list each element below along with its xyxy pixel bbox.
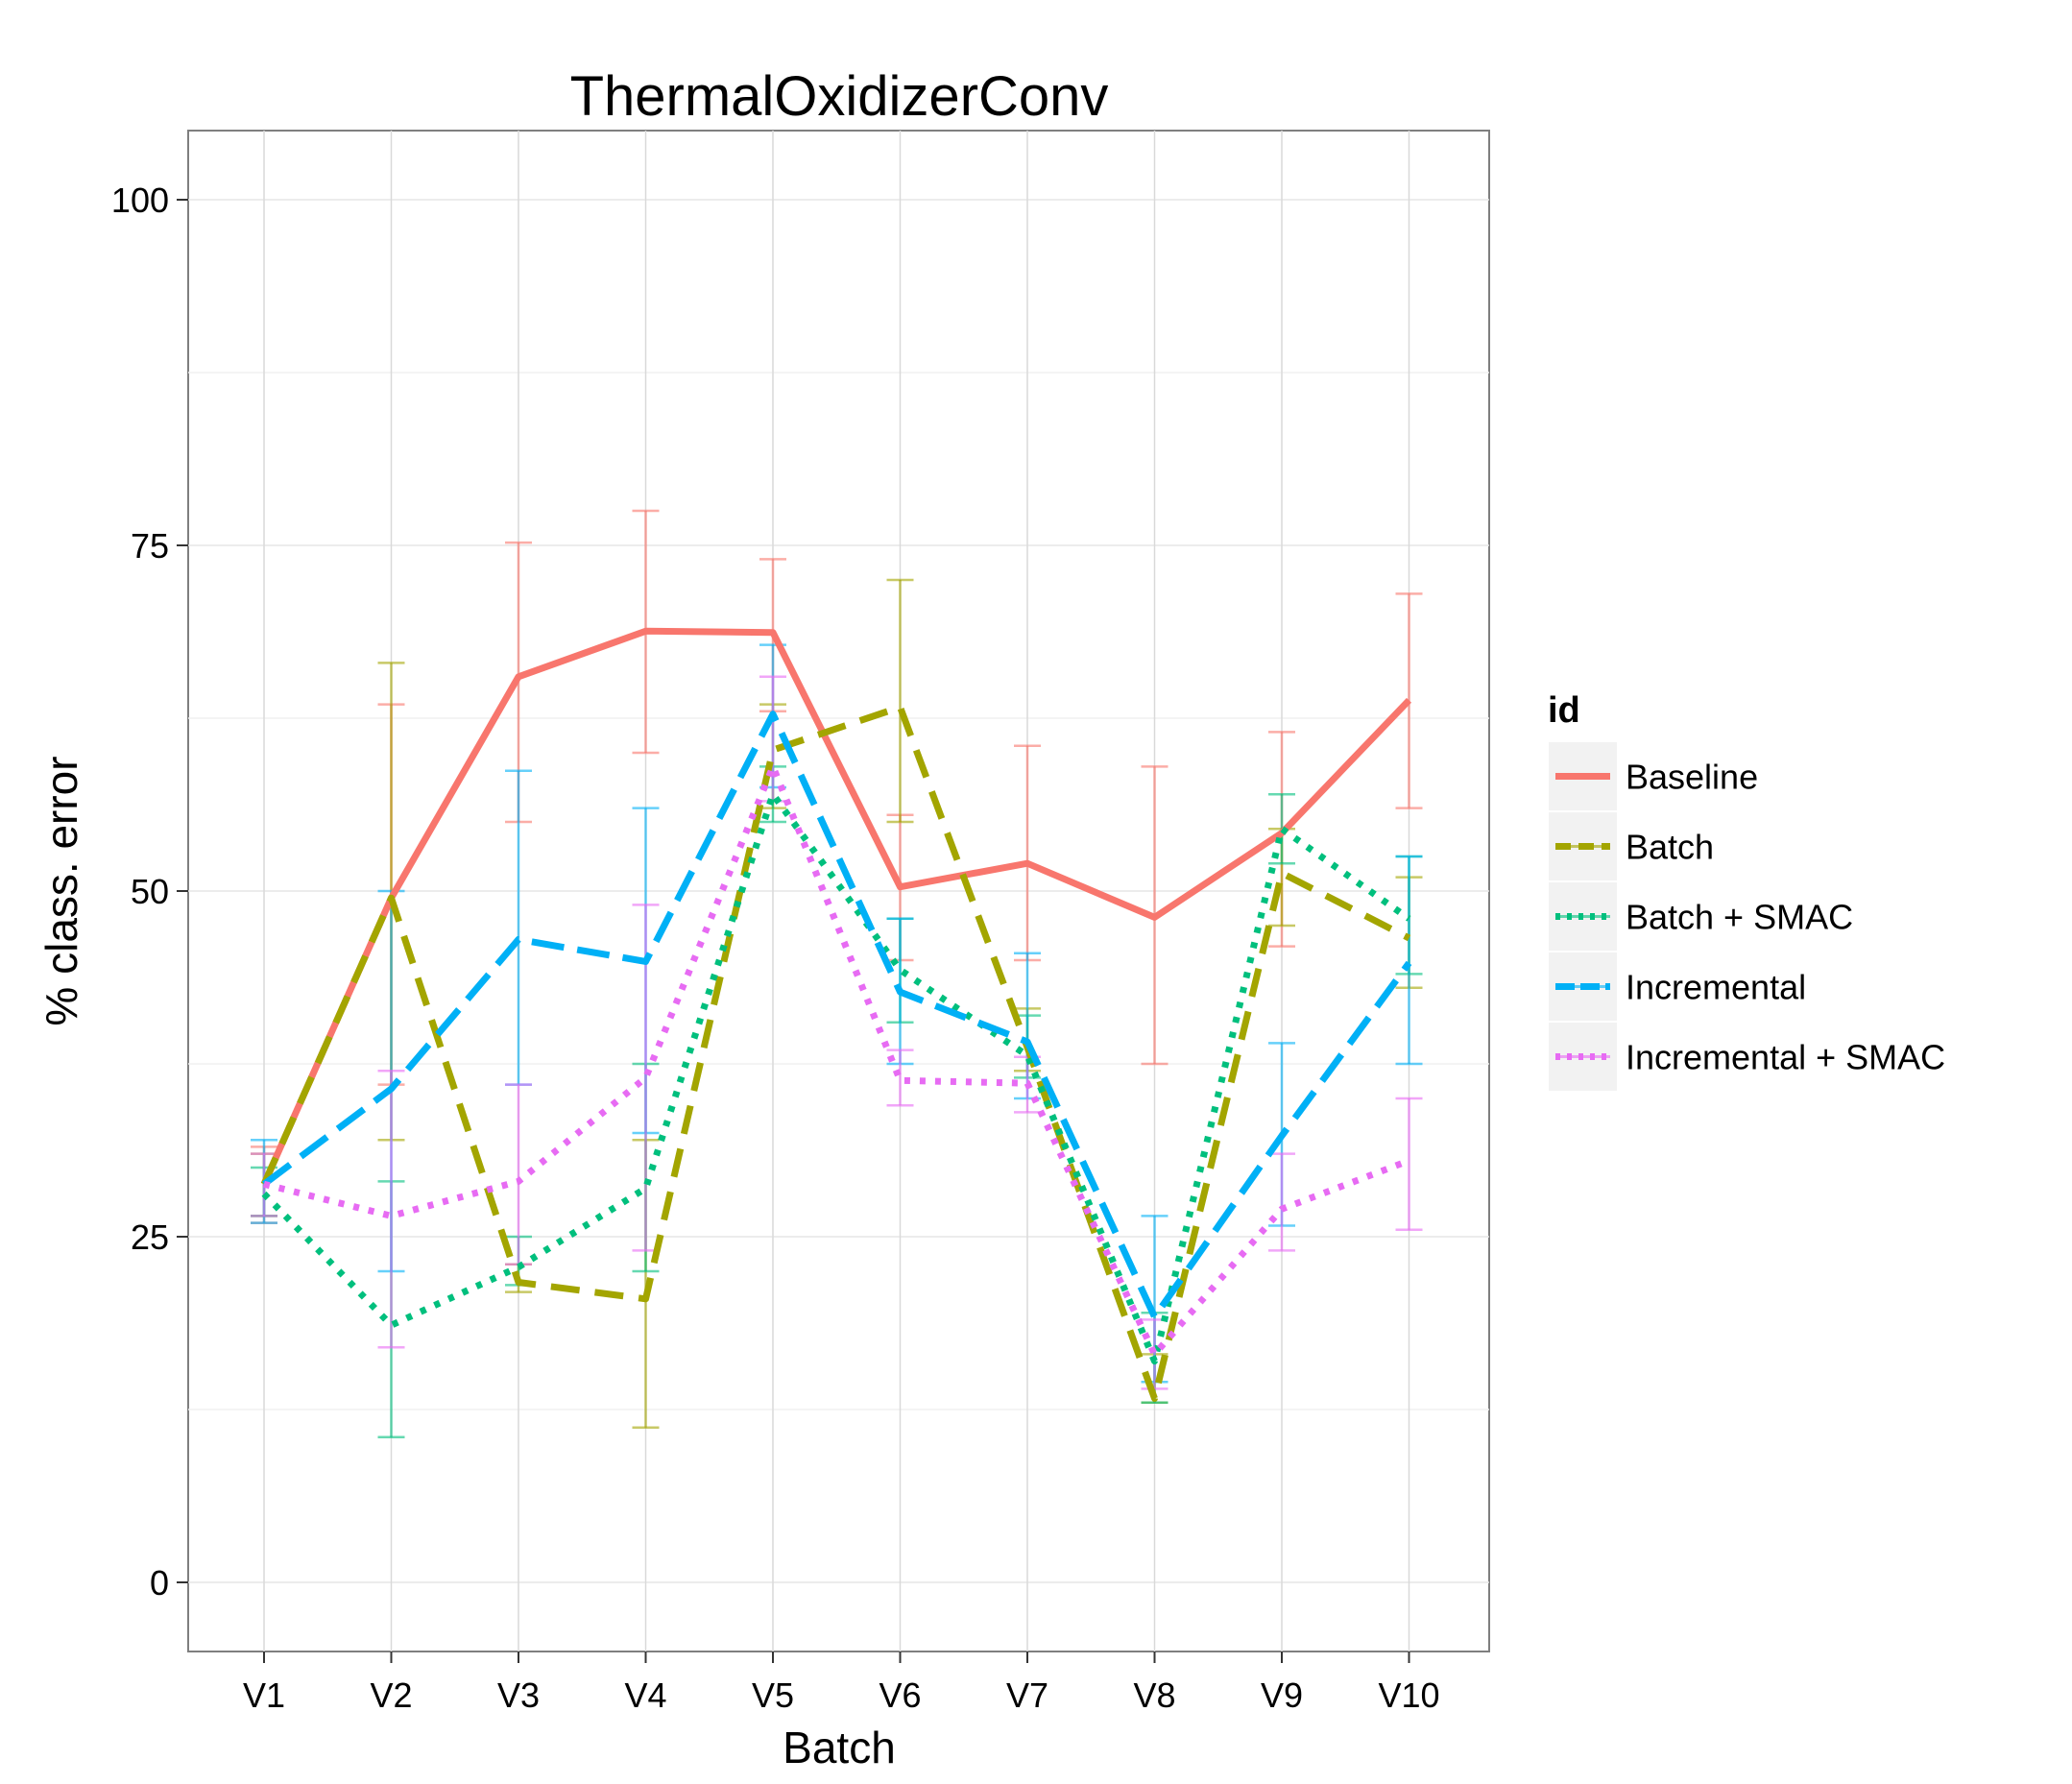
series-line (261, 790, 1411, 1365)
x-tick-label: V5 (752, 1676, 794, 1715)
chart-title: ThermalOxidizerConv (570, 65, 1109, 128)
x-tick-label: V9 (1261, 1676, 1303, 1715)
x-axis-title: Batch (783, 1723, 896, 1772)
series-lines (260, 627, 1412, 1402)
series-line (260, 627, 1412, 1186)
legend-label: Batch (1626, 828, 1714, 867)
x-tick-label: V6 (879, 1676, 921, 1715)
legend-label: Batch + SMAC (1626, 898, 1853, 937)
legend-label: Incremental (1626, 968, 1806, 1007)
x-tick-label: V7 (1006, 1676, 1048, 1715)
y-tick-label: 100 (111, 181, 169, 220)
x-tick-label: V1 (243, 1676, 285, 1715)
series-line (260, 703, 1411, 1402)
legend-title: id (1548, 690, 1580, 731)
y-tick-label: 50 (131, 872, 169, 911)
series-line (261, 711, 1412, 1321)
axes: 0 25 50 75 100 V1 V2 V3 V4 V5 V6 V7 V8 V9 V10 (111, 181, 1440, 1715)
x-tick-label: V3 (497, 1676, 540, 1715)
legend-label: Incremental + SMAC (1626, 1038, 1945, 1077)
x-tick-label: V2 (370, 1676, 412, 1715)
x-tick-label: V8 (1133, 1676, 1175, 1715)
y-axis-title: % class. error (36, 756, 86, 1025)
x-tick-label: V4 (624, 1676, 666, 1715)
legend-label: Baseline (1626, 758, 1758, 797)
y-tick-label: 25 (131, 1217, 169, 1257)
y-tick-label: 0 (150, 1563, 169, 1603)
y-tick-label: 75 (131, 526, 169, 566)
x-tick-label: V10 (1378, 1676, 1439, 1715)
legend: id Baseline Batch Batch + SMAC Incremental I… (1547, 690, 1945, 1093)
